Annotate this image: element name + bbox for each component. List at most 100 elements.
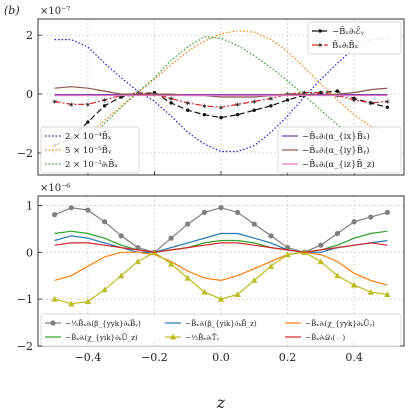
bottom-series-4-point-7 xyxy=(167,260,175,267)
bottom-xtick-label-3: 0.2 xyxy=(279,351,297,364)
bottom-xtick-label-1: −0.2 xyxy=(141,351,168,364)
x-axis-label: z xyxy=(216,393,226,412)
top-legend-lower-left-entry-0: 2 × 10⁻⁴B̄ₓ xyxy=(65,130,112,142)
bottom-series-0-point-16 xyxy=(318,242,324,248)
bottom-panel: 1 0 −1 −2 −0.4 −0.2 0.0 0.2 0.4 ×10⁻⁶ z −⅓B̄ₓ∂ᵢ(β_{… xyxy=(17,183,405,412)
top-series-1-point-15: ✶ xyxy=(301,89,308,98)
top-legend-lower-right-entry-2: −B̄ₓ∂ᵢ(α_{iz}B̄_z) xyxy=(302,158,375,170)
bottom-series-4-point-14 xyxy=(284,251,291,258)
bottom-series-0-point-1 xyxy=(68,205,74,211)
top-series-0-point-2 xyxy=(86,120,90,124)
bottom-series-1-line xyxy=(54,232,388,253)
top-series-0-point-14 xyxy=(285,98,290,102)
bottom-series-0-point-20 xyxy=(384,209,390,216)
top-legend-upper-right-swatch-marker-0 xyxy=(318,29,322,33)
top-legend-lower-right-entry-1: −B̄ₓ∂ᵢ(α_{iy}B̄ᵧ) xyxy=(302,144,369,156)
bottom-legend-entry-2: −B̄ₓ∂ᵢ(χ_{yyk}∂ₖŪᵧ) xyxy=(305,319,375,328)
top-series-1-point-8: ✶ xyxy=(184,99,191,108)
top-series-1-point-18: ✶ xyxy=(351,96,358,105)
bottom-series-4-point-3 xyxy=(101,286,108,293)
top-series-0-point-10 xyxy=(219,115,223,120)
top-series-6-line xyxy=(54,86,388,98)
bottom-legend: −⅓B̄ₓ∂ᵢ(β_{yyk}∂ₖB̄ᵧ) −B̄ₓ∂ᵢ(β_{yik}∂ₖB̄_… xyxy=(40,313,402,347)
bottom-series-0-point-12 xyxy=(251,221,257,227)
bottom-series-2-line xyxy=(54,251,388,286)
bottom-series-4-point-16 xyxy=(317,258,325,265)
top-series-0-point-8 xyxy=(186,108,190,112)
top-ytick-label-0: 2 xyxy=(26,29,33,42)
bottom-series-3-line xyxy=(54,230,388,253)
bottom-series-4-point-0 xyxy=(51,295,58,302)
bottom-series-4-point-10 xyxy=(217,295,225,302)
bottom-series-4-point-8 xyxy=(184,274,191,281)
bottom-series-4-point-18 xyxy=(350,281,358,288)
bottom-series-0-point-0 xyxy=(52,212,58,218)
bottom-legend-entry-0: −⅓B̄ₓ∂ᵢ(β_{yyk}∂ₖB̄ᵧ) xyxy=(65,319,141,328)
top-legend-lower-left-entry-1: 5 × 10⁻⁵B̄ᵧ xyxy=(65,144,111,156)
top-series-1-point-9: ✶ xyxy=(201,102,208,111)
bottom-series-4-point-1 xyxy=(68,300,75,307)
top-series-4-line xyxy=(54,36,388,154)
top-series-0-point-13 xyxy=(269,104,273,108)
bottom-series-0-point-13 xyxy=(268,233,274,239)
bottom-xtick-label-4: 0.4 xyxy=(345,351,363,364)
bottom-series-4-point-4 xyxy=(117,272,125,279)
top-series-0-point-12 xyxy=(252,108,256,112)
top-legend-upper-right-entry-0: −B̄ₓ∂ₜℰ̄ᵧ xyxy=(332,25,364,37)
bottom-series-0-point-11 xyxy=(235,209,241,216)
top-series-1-point-11: ✶ xyxy=(234,100,241,109)
top-legend-lower-right: −B̄ₓ∂ᵢ(α_{ix}B̄ₓ) −B̄ₓ∂ᵢ(α_{iy}B̄ᵧ) −B̄ₓ∂ᵢ… xyxy=(277,126,402,174)
top-series-1-point-16: ✶ xyxy=(317,89,324,98)
top-series-1-point-7: ✶ xyxy=(168,94,175,103)
bottom-ytick-label-0: 1 xyxy=(26,199,33,212)
top-legend-lower-left-entry-2: 2 × 10⁻³∂ₜB̄ₓ xyxy=(65,158,118,170)
top-series-1-point-10: ✶ xyxy=(218,103,225,112)
bottom-series-0-point-7 xyxy=(168,235,174,241)
bottom-series-4-point-17 xyxy=(334,272,341,279)
bottom-series-4-point-13 xyxy=(267,263,275,269)
panel-label: (b) xyxy=(4,4,20,17)
top-series-1-point-0: ✶ xyxy=(51,97,58,106)
bottom-series-0-point-4 xyxy=(118,233,124,239)
bottom-legend-entry-1: −B̄ₓ∂ᵢ(β_{yik}∂ₖB̄_z) xyxy=(185,319,257,328)
top-series-1-point-2: ✶ xyxy=(85,100,92,109)
bottom-ytick-label-3: −2 xyxy=(17,340,33,353)
bottom-series-4-point-5 xyxy=(134,258,142,265)
bottom-xtick-label-0: −0.4 xyxy=(75,351,102,364)
bottom-series-4-point-2 xyxy=(84,298,92,305)
bottom-ytick-label-1: 0 xyxy=(26,246,33,259)
top-series-1-line xyxy=(54,91,388,108)
bottom-legend-swatch-marker-0 xyxy=(50,320,56,326)
bottom-series-0-point-8 xyxy=(185,221,191,227)
top-series-0-point-16 xyxy=(319,90,323,95)
top-series-1-point-20: ✶ xyxy=(384,97,391,106)
bottom-series-4-point-11 xyxy=(234,291,241,297)
bottom-series-0-point-5 xyxy=(135,244,141,251)
top-legend-lower-left-frame xyxy=(40,126,140,174)
bottom-series-5-line xyxy=(54,242,388,253)
bottom-legend-entry-4: −⅓B̄ₓ∂ₜT̄ᵧ xyxy=(185,333,220,342)
bottom-series-4-point-12 xyxy=(251,277,258,283)
top-series-1-point-1: ✶ xyxy=(68,100,75,109)
top-panel: ✶ ✶ ✶ ✶ ✶ ✶ ✶ ✶ ✶ ✶ ✶ ✶ ✶ ✶ ✶ ✶ ✶ ✶ ✶ ✶ ✶20−2×10⁻⁷(b)−B̄ₓ∂ₜℰ… xyxy=(4,4,405,176)
bottom-legend-frame xyxy=(40,313,402,347)
top-ytick-label-1: 0 xyxy=(26,88,33,101)
top-series-0-point-7 xyxy=(169,101,173,105)
bottom-series-0-point-3 xyxy=(101,219,108,225)
bottom-offset-text: ×10⁻⁶ xyxy=(40,183,70,194)
top-series-1-point-3: ✶ xyxy=(101,96,108,105)
bottom-series-0-point-19 xyxy=(368,214,374,220)
bottom-series-4-point-9 xyxy=(201,288,208,295)
top-legend-upper-right-entry-1: B̄ₓ∂ₜB̄ₓ xyxy=(332,39,359,51)
top-legend-lower-right-entry-0: −B̄ₓ∂ᵢ(α_{ix}B̄ₓ) xyxy=(302,130,370,142)
bottom-series-0-point-17 xyxy=(334,230,341,237)
bottom-series-4-point-19 xyxy=(367,288,374,295)
top-legend-upper-right-swatch-marker-1: ✶ xyxy=(317,41,324,50)
bottom-series-0-point-2 xyxy=(85,207,91,213)
bottom-series-0-point-18 xyxy=(351,219,357,225)
top-series-0-point-17 xyxy=(335,89,340,93)
top-legend-lower-right-frame xyxy=(277,126,402,174)
top-offset-text: ×10⁻⁷ xyxy=(40,6,70,17)
top-series-0-point-3 xyxy=(102,104,107,108)
